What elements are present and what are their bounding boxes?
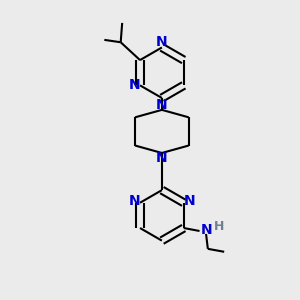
Text: N: N xyxy=(156,35,168,49)
Text: N: N xyxy=(156,98,168,112)
Text: N: N xyxy=(129,78,140,92)
Text: N: N xyxy=(201,223,213,237)
Text: H: H xyxy=(214,220,224,233)
Text: N: N xyxy=(156,151,168,165)
Text: N: N xyxy=(129,194,140,208)
Text: N: N xyxy=(183,194,195,208)
